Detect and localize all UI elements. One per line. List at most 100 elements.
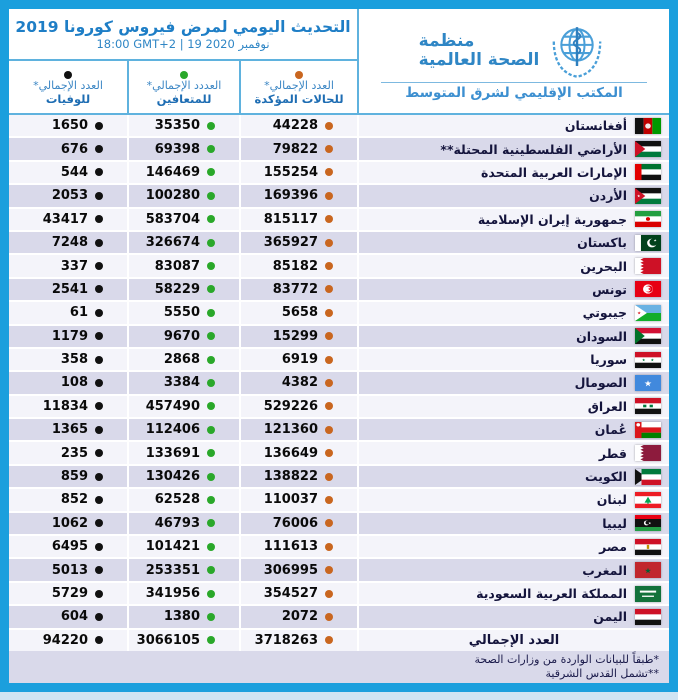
confirmed-cell: 5658 — [241, 302, 357, 324]
flag-icon-yemen — [635, 608, 661, 625]
recovered-value: 5550 — [163, 305, 200, 321]
recovered-dot-icon — [207, 168, 215, 177]
confirmed-dot-icon — [325, 285, 333, 294]
country-label: باكستان — [577, 235, 627, 251]
confirmed-dot-icon — [325, 472, 333, 481]
recovered-cell: 326674 — [129, 231, 239, 254]
deaths-cell: 94220 — [9, 629, 127, 651]
confirmed-cell: 44228 — [241, 115, 357, 137]
who-emblem-icon — [553, 27, 602, 78]
confirmed-value: 121360 — [263, 422, 318, 438]
deaths-value: 1650 — [51, 118, 88, 134]
country-cell: جيبوتي — [359, 302, 669, 324]
recovered-cell: 58229 — [129, 278, 239, 301]
recovered-dot-icon — [207, 285, 215, 294]
deaths-cell: 6495 — [9, 536, 127, 558]
country-label: الإمارات العربية المتحدة — [480, 164, 627, 180]
confirmed-cell: 121360 — [241, 419, 357, 441]
confirmed-value: 529226 — [263, 398, 318, 414]
recovered-value: 1380 — [163, 609, 200, 625]
confirmed-dot-icon — [325, 378, 333, 387]
flag-icon-iraq — [635, 398, 661, 415]
country-cell: اليمن — [359, 606, 669, 628]
confirmed-cell: 136649 — [241, 442, 357, 464]
deaths-cell: 604 — [9, 606, 127, 628]
country-cell: لبنان — [359, 489, 669, 511]
deaths-value: 604 — [60, 609, 88, 625]
who-name-line1: منظمة — [418, 30, 475, 51]
confirmed-dot-icon — [325, 308, 333, 317]
flag-icon-pakistan — [635, 234, 661, 251]
country-label: المغرب — [582, 562, 627, 578]
country-cell: مصر — [359, 536, 669, 558]
country-label: اليمن — [593, 609, 627, 625]
country-label: الصومال — [574, 375, 627, 391]
footnote-line: *طبقاً للبيانات الواردة من وزارات الصحة — [474, 653, 659, 667]
confirmed-cell: 169396 — [241, 185, 357, 207]
country-label: ليبيا — [602, 515, 627, 531]
country-cell: المغرب — [359, 559, 669, 581]
flag-icon-oman — [635, 421, 661, 438]
recovered-value: 341956 — [145, 586, 200, 601]
recovered-value: 3384 — [163, 375, 200, 391]
country-label: قطر — [598, 445, 627, 461]
country-label: تونس — [592, 281, 627, 297]
deaths-cell: 859 — [9, 465, 127, 488]
country-cell: تونس — [359, 278, 669, 301]
deaths-dot-icon — [95, 542, 103, 551]
confirmed-cell: 3718263 — [241, 629, 357, 651]
who-lockup: منظمة الصحة العالمية — [419, 21, 610, 81]
recovered-cell: 112406 — [129, 419, 239, 441]
recovered-cell: 583704 — [129, 208, 239, 230]
recovered-dot-icon — [207, 612, 215, 621]
deaths-value: 108 — [60, 375, 88, 391]
recovered-dot-icon — [207, 238, 215, 247]
country-label: المملكة العربية السعودية — [476, 586, 627, 601]
header-band: منظمة الصحة العالمية المكتب الإقليمي لشر… — [9, 9, 669, 115]
deaths-dot-icon — [95, 472, 103, 481]
confirmed-dot-icon — [325, 238, 333, 247]
recovered-cell: 3384 — [129, 372, 239, 394]
country-label: سوريا — [590, 352, 627, 368]
confirmed-dot-icon — [325, 449, 333, 458]
deaths-cell: 544 — [9, 161, 127, 184]
recovered-value: 46793 — [154, 515, 200, 531]
confirmed-value: 5658 — [281, 305, 318, 321]
deaths-cell: 676 — [9, 138, 127, 160]
recovered-cell: 83087 — [129, 255, 239, 277]
deaths-dot-icon — [95, 589, 103, 598]
column-header-deaths: العدد الإجمالي* للوفيات — [9, 61, 127, 113]
recovered-dot-icon — [207, 589, 215, 598]
confirmed-cell: 6919 — [241, 348, 357, 371]
recovered-dot-icon — [207, 449, 215, 458]
page-title: التحديث اليومي لمرض فيروس كورونا 2019 — [15, 17, 351, 36]
country-label: العراق — [587, 398, 627, 414]
recovered-dot-icon — [207, 215, 215, 224]
confirmed-dot-icon — [325, 262, 333, 271]
country-label: البحرين — [580, 258, 627, 274]
deaths-dot-icon — [95, 612, 103, 621]
recovered-dot-icon — [180, 70, 188, 79]
confirmed-dot-icon — [325, 589, 333, 598]
recovered-value: 133691 — [145, 445, 200, 461]
recovered-value: 9670 — [163, 328, 200, 344]
deaths-cell: 2541 — [9, 278, 127, 301]
confirmed-dot-icon — [325, 542, 333, 551]
deaths-dot-icon — [95, 191, 103, 200]
recovered-dot-icon — [207, 495, 215, 504]
recovered-value: 100280 — [145, 188, 200, 204]
confirmed-cell: 155254 — [241, 161, 357, 184]
flag-icon-syria — [635, 351, 661, 368]
confirmed-value: 306995 — [263, 562, 318, 578]
recovered-dot-icon — [207, 402, 215, 411]
flag-icon-iran — [635, 211, 661, 228]
confirmed-dot-icon — [325, 636, 333, 645]
recovered-dot-icon — [207, 425, 215, 434]
country-cell: الصومال — [359, 372, 669, 394]
confirmed-value: 110037 — [263, 492, 318, 508]
column-header-line2: للوفيات — [45, 91, 91, 106]
recovered-dot-icon — [207, 519, 215, 528]
deaths-value: 235 — [60, 445, 88, 461]
confirmed-value: 76006 — [272, 515, 318, 531]
flag-icon-jordan — [635, 187, 661, 204]
